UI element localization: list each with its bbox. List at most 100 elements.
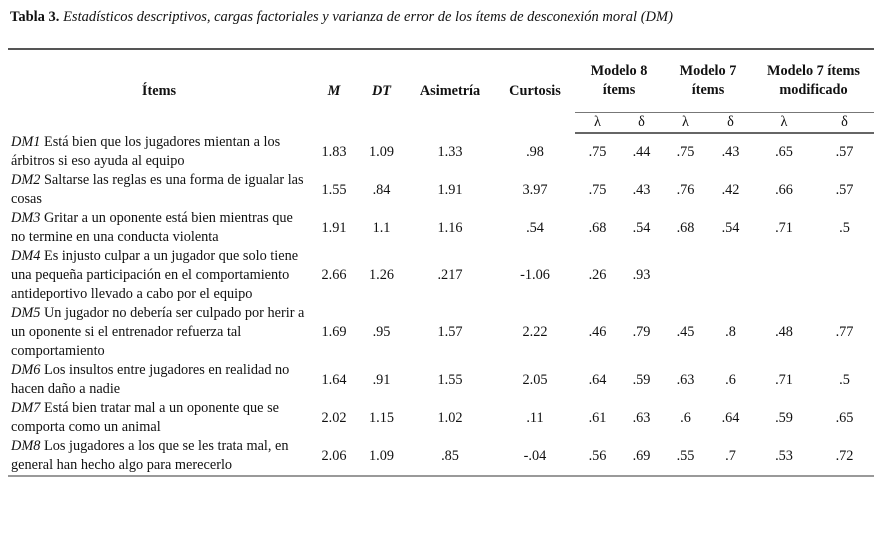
value-m: 2.06 xyxy=(310,437,358,477)
value-d7m: .72 xyxy=(815,437,874,477)
value-m: 2.66 xyxy=(321,267,347,283)
value-l7m: .71 xyxy=(775,219,793,236)
value-asim: .217 xyxy=(437,267,463,283)
value-l7: .55 xyxy=(663,437,708,477)
value-d8: .54 xyxy=(632,219,651,236)
value-l7: .75 xyxy=(676,144,695,160)
item-cell: DM3 Gritar a un oponente está bien mient… xyxy=(8,209,310,247)
value-d8: .69 xyxy=(620,437,663,477)
item-text: Está bien que los jugadores mientan a lo… xyxy=(11,134,281,169)
value-curt: 2.22 xyxy=(522,324,548,340)
value-curt: .98 xyxy=(526,143,544,160)
value-m: 2.02 xyxy=(321,409,347,426)
value-d7m xyxy=(815,247,874,304)
header-asimetria: Asimetría xyxy=(405,48,495,133)
value-d7m: .77 xyxy=(835,324,854,340)
table-row: DM5 Un jugador no debería ser culpado po… xyxy=(8,304,874,361)
value-l8: .61 xyxy=(588,409,607,426)
value-d8: .63 xyxy=(632,409,651,426)
item-cell: DM4 Es injusto culpar a un jugador que s… xyxy=(8,247,310,304)
item-cell: DM2 Saltarse las reglas es una forma de … xyxy=(8,171,310,209)
value-l8: .75 xyxy=(588,181,607,198)
value-l8: .68 xyxy=(588,219,607,236)
item-text: Está bien tratar mal a un oponente que s… xyxy=(11,400,279,435)
caption-label: Tabla 3. xyxy=(10,9,60,25)
header-delta: δ xyxy=(620,112,663,134)
value-m: 1.91 xyxy=(321,219,347,236)
header-modelo8: Modelo 8 ítems xyxy=(575,48,663,113)
table-row: DM6 Los insultos entre jugadores en real… xyxy=(8,361,874,399)
item-cell: DM7 Está bien tratar mal a un oponente q… xyxy=(8,399,310,437)
value-asim: 1.57 xyxy=(437,324,463,340)
item-code: DM7 xyxy=(11,400,41,416)
header-lambda: λ xyxy=(663,112,708,134)
item-cell: DM8 Los jugadores a los que se les trata… xyxy=(8,437,310,477)
value-asim: 1.02 xyxy=(437,409,463,426)
value-curt: -1.06 xyxy=(520,267,550,283)
value-d8: .43 xyxy=(632,181,651,198)
value-d7: .6 xyxy=(725,371,736,388)
item-code: DM2 xyxy=(11,172,41,188)
value-m: 1.55 xyxy=(321,181,347,198)
header-lambda: λ xyxy=(753,112,815,134)
item-code: DM5 xyxy=(11,305,41,321)
item-text: Saltarse las reglas es una forma de igua… xyxy=(11,172,304,207)
value-curt: 2.05 xyxy=(522,371,548,388)
value-l7 xyxy=(663,247,708,304)
value-l7m: .65 xyxy=(775,144,793,160)
value-l7m: .53 xyxy=(753,437,815,477)
value-l7: .76 xyxy=(676,181,695,198)
value-asim: .85 xyxy=(405,437,495,477)
value-m: 1.83 xyxy=(321,143,347,160)
header-modelo7-modificado: Modelo 7 ítems modificado xyxy=(753,48,874,113)
item-code: DM1 xyxy=(11,134,41,150)
header-modelo7: Modelo 7 ítems xyxy=(663,48,753,113)
value-asim: 1.33 xyxy=(437,143,463,160)
table-row: DM1 Está bien que los jugadores mientan … xyxy=(8,133,874,171)
value-asim: 1.55 xyxy=(437,371,463,388)
item-text: Los jugadores a los que se les trata mal… xyxy=(11,438,289,473)
value-l8: .56 xyxy=(575,437,620,477)
value-l7m: .59 xyxy=(775,409,793,426)
header-delta: δ xyxy=(815,112,874,134)
item-code: DM6 xyxy=(11,362,41,378)
item-text: Un jugador no debería ser culpado por he… xyxy=(11,305,305,359)
item-cell: DM6 Los insultos entre jugadores en real… xyxy=(8,361,310,399)
item-text: Los insultos entre jugadores en realidad… xyxy=(11,362,290,397)
item-code: DM3 xyxy=(11,210,41,226)
table-row: DM8 Los jugadores a los que se les trata… xyxy=(8,437,874,477)
value-dt: 1.26 xyxy=(368,267,395,283)
value-l8: .26 xyxy=(588,267,607,283)
value-d8: .59 xyxy=(632,371,651,388)
value-l7m: .71 xyxy=(775,371,793,388)
item-code: DM4 xyxy=(11,248,41,264)
header-curtosis: Curtosis xyxy=(495,48,575,133)
value-d7m: .57 xyxy=(835,181,854,198)
value-dt: 1.09 xyxy=(368,143,395,160)
header-m: M xyxy=(310,48,358,133)
value-l7: .63 xyxy=(676,371,695,388)
value-d7m: .57 xyxy=(835,144,854,160)
value-l7m: .66 xyxy=(775,181,793,198)
value-l7: .45 xyxy=(676,324,695,340)
value-dt: 1.09 xyxy=(358,437,405,477)
value-curt: 3.97 xyxy=(522,181,548,198)
header-items: Ítems xyxy=(8,48,310,133)
value-d7: .43 xyxy=(721,144,740,160)
value-curt: -.04 xyxy=(495,437,575,477)
item-text: Es injusto culpar a un jugador que solo … xyxy=(11,248,299,302)
table-row: DM3 Gritar a un oponente está bien mient… xyxy=(8,209,874,247)
value-d7 xyxy=(708,247,753,304)
value-m: 1.69 xyxy=(321,324,347,340)
table-row: DM4 Es injusto culpar a un jugador que s… xyxy=(8,247,874,304)
item-text: Gritar a un oponente está bien mientras … xyxy=(11,210,293,245)
value-l8: .75 xyxy=(588,144,607,160)
value-d7: .8 xyxy=(725,324,736,340)
header-dt: DT xyxy=(358,48,405,133)
value-curt: .54 xyxy=(526,219,544,236)
value-asim: 1.16 xyxy=(437,219,463,236)
value-l8: .46 xyxy=(588,324,607,340)
value-d7m: .5 xyxy=(839,219,850,236)
value-d7: .64 xyxy=(721,409,740,426)
item-cell: DM5 Un jugador no debería ser culpado po… xyxy=(8,304,310,361)
